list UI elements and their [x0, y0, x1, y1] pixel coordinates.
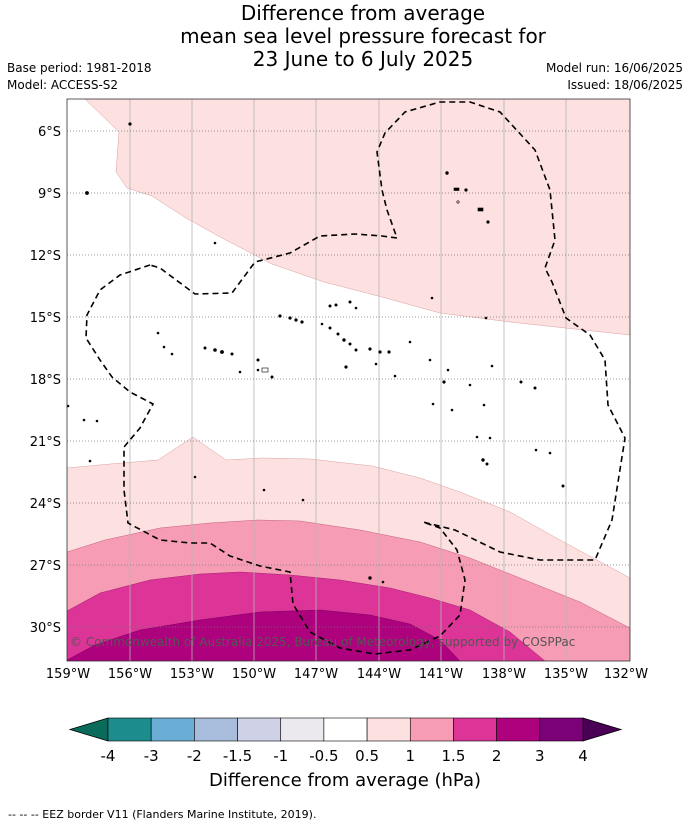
- title-line-1: Difference from average: [240, 1, 486, 25]
- colorbar-tick-label: -3: [144, 747, 159, 765]
- islands: [67, 122, 565, 584]
- lat-label: 9°S: [38, 187, 61, 202]
- eez-borders: [85, 101, 626, 655]
- colorbar-tick-label: -0.5: [309, 747, 338, 765]
- colorbar-tick-label: -1: [273, 747, 288, 765]
- lat-label: 30°S: [30, 621, 61, 636]
- colorbar-cell: [280, 717, 325, 742]
- colorbar-tick-label: 1: [405, 747, 415, 765]
- colorbar-cell: [453, 717, 497, 742]
- colorbar-cell: [496, 717, 541, 742]
- eez-legend-footer: -- -- -- EEZ border V11 (Flanders Marine…: [8, 808, 317, 821]
- colorbar-tick-label: 2: [492, 747, 502, 765]
- map-frame: [66, 98, 631, 662]
- colorbar-tick-label: 3: [535, 747, 545, 765]
- colorbar-cell: [366, 717, 411, 742]
- colorbar-tick-label: 0.5: [355, 747, 379, 765]
- colorbar-tick-label: -4: [101, 747, 116, 765]
- colorbar-cell: [107, 717, 152, 742]
- forecast-map: © Commonwealth of Australia 2025, Bureau…: [30, 98, 648, 765]
- issued-date: Issued: 18/06/2025: [567, 78, 683, 92]
- lat-label: 6°S: [38, 125, 61, 140]
- lon-label: 141°W: [419, 667, 463, 682]
- colorbar-under-arrow: [68, 717, 109, 742]
- lon-label: 144°W: [357, 667, 401, 682]
- lon-label: 132°W: [604, 667, 648, 682]
- colorbar-cell: [409, 717, 454, 742]
- base-period: Base period: 1981-2018: [7, 61, 152, 75]
- lon-label: 153°W: [170, 667, 214, 682]
- lat-label: 24°S: [30, 497, 61, 512]
- colorbar-cell: [539, 717, 584, 742]
- colorbar: -4 -3 -2 -1.5 -1 -0.5 0.5 1 1.5 2 3 4: [68, 717, 623, 765]
- colorbar-cell: [150, 717, 195, 742]
- eez-border-french-polynesia: [85, 101, 626, 655]
- model-run: Model run: 16/06/2025: [545, 61, 683, 75]
- longitude-labels: 159°W 156°W 153°W 150°W 147°W 144°W 141°…: [46, 667, 648, 682]
- lon-label: 138°W: [482, 667, 526, 682]
- anomaly-region-north-0-5: [84, 99, 630, 336]
- anomaly-region-south-2: [67, 609, 461, 661]
- colorbar-tick-label: 1.5: [442, 747, 466, 765]
- colorbar-title: Difference from average (hPa): [208, 770, 482, 791]
- lat-label: 18°S: [30, 373, 61, 388]
- title-line-3: 23 June to 6 July 2025: [252, 47, 474, 71]
- title-line-2: mean sea level pressure forecast for: [180, 24, 546, 48]
- latitude-labels: 6°S 9°S 12°S 15°S 18°S 21°S 24°S 27°S 30…: [30, 125, 61, 636]
- lon-label: 147°W: [294, 667, 338, 682]
- lon-label: 159°W: [46, 667, 90, 682]
- lat-label: 27°S: [30, 559, 61, 574]
- lat-label: 12°S: [30, 249, 61, 264]
- colorbar-over-arrow: [582, 717, 623, 742]
- map-lat-gridlines: [67, 130, 630, 628]
- colorbar-cell: [237, 717, 282, 742]
- lon-label: 150°W: [232, 667, 276, 682]
- map-plot-area: © Commonwealth of Australia 2025, Bureau…: [67, 99, 630, 661]
- colorbar-tick-label: -2: [187, 747, 202, 765]
- lon-label: 135°W: [544, 667, 588, 682]
- model-name: Model: ACCESS-S2: [7, 78, 119, 92]
- copyright-notice: © Commonwealth of Australia 2025, Bureau…: [70, 635, 575, 649]
- lon-label: 156°W: [108, 667, 152, 682]
- lat-label: 21°S: [30, 435, 61, 450]
- lat-label: 15°S: [30, 311, 61, 326]
- colorbar-tick-label: 4: [578, 747, 588, 765]
- colorbar-cell: [323, 717, 368, 742]
- colorbar-cell: [194, 717, 238, 742]
- colorbar-tick-label: -1.5: [223, 747, 252, 765]
